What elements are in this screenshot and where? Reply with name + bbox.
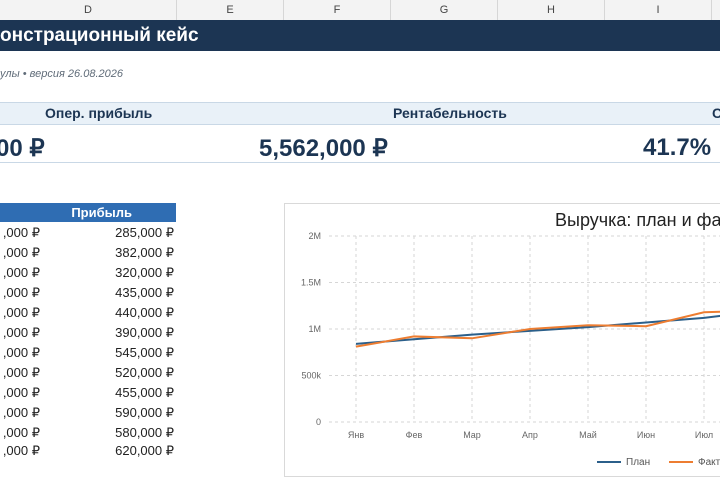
- column-header-label: E: [226, 4, 234, 16]
- revenue-chart[interactable]: Выручка: план и фа 0 500k 1M 1.5M 2M Янв Фев Ма…: [284, 203, 720, 477]
- table-row[interactable]: ,000 ₽ 320,000 ₽: [0, 263, 176, 283]
- kpi-label-operating-profit[interactable]: Опер. прибыль: [45, 105, 153, 121]
- cell-profit: 590,000 ₽: [115, 405, 174, 420]
- table-row[interactable]: ,000 ₽ 382,000 ₽: [0, 243, 176, 263]
- cell-amount: ,000 ₽: [2, 245, 40, 260]
- table-header-profit[interactable]: Прибыль: [0, 203, 176, 222]
- cell-profit: 580,000 ₽: [115, 425, 174, 440]
- cell-profit: 520,000 ₽: [115, 365, 174, 380]
- column-header-bar: D E F G H I: [0, 0, 720, 21]
- cell-profit: 440,000 ₽: [115, 305, 174, 320]
- table-row[interactable]: ,000 ₽ 390,000 ₽: [0, 323, 176, 343]
- x-tick-label: Июл: [695, 430, 713, 440]
- kpi-divider: [0, 162, 720, 163]
- table-row[interactable]: ,000 ₽ 455,000 ₽: [0, 383, 176, 403]
- series-line-plan: [355, 314, 720, 345]
- cell-amount: ,000 ₽: [2, 325, 40, 340]
- table-row[interactable]: ,000 ₽ 520,000 ₽: [0, 363, 176, 383]
- y-tick-label: 1.5M: [301, 278, 321, 288]
- column-header-e[interactable]: E: [177, 0, 284, 20]
- cell-amount: ,000 ₽: [2, 305, 40, 320]
- column-header-label: D: [84, 4, 92, 16]
- cell-profit: 620,000 ₽: [115, 443, 174, 458]
- cell-profit: 285,000 ₽: [115, 225, 174, 240]
- cell-amount: ,000 ₽: [2, 285, 40, 300]
- column-header-label: H: [547, 4, 555, 16]
- kpi-value-operating-profit[interactable]: 00 ₽: [0, 135, 45, 162]
- x-tick-label: Фев: [406, 430, 423, 440]
- kpi-label-third[interactable]: С: [712, 105, 720, 121]
- y-tick-label: 500k: [301, 371, 321, 381]
- table-row[interactable]: ,000 ₽ 285,000 ₽: [0, 223, 176, 243]
- legend-label: План: [626, 457, 650, 468]
- cell-profit: 455,000 ₽: [115, 385, 174, 400]
- table-row[interactable]: ,000 ₽ 545,000 ₽: [0, 343, 176, 363]
- table-row[interactable]: ,000 ₽ 440,000 ₽: [0, 303, 176, 323]
- title-banner[interactable]: онстрационный кейс: [0, 20, 720, 51]
- kpi-label-profitability[interactable]: Рентабельность: [393, 105, 507, 121]
- table-header-label: Прибыль: [71, 205, 132, 220]
- x-tick-label: Мар: [463, 430, 481, 440]
- cell-profit: 390,000 ₽: [115, 325, 174, 340]
- sheet-subtitle[interactable]: улы • версия 26.08.2026: [0, 68, 123, 80]
- kpi-label-row: Опер. прибыль Рентабельность С: [0, 102, 720, 125]
- x-tick-label: Июн: [637, 430, 655, 440]
- cell-profit: 545,000 ₽: [115, 345, 174, 360]
- y-tick-label: 2M: [308, 231, 321, 241]
- cell-amount: ,000 ₽: [2, 345, 40, 360]
- cell-profit: 320,000 ₽: [115, 265, 174, 280]
- x-tick-label: Апр: [522, 430, 538, 440]
- y-tick-label: 1M: [308, 324, 321, 334]
- legend-label: Факт: [698, 457, 720, 468]
- cell-amount: ,000 ₽: [2, 443, 40, 458]
- series-line-fact: [355, 310, 720, 348]
- x-tick-label: Май: [579, 430, 597, 440]
- cell-profit: 382,000 ₽: [115, 245, 174, 260]
- table-row[interactable]: ,000 ₽ 435,000 ₽: [0, 283, 176, 303]
- column-header-label: I: [656, 4, 660, 16]
- cell-amount: ,000 ₽: [2, 385, 40, 400]
- chart-plot: 0 500k 1M 1.5M 2M Янв Фев Мар Апр Май Июн Июл План Фа…: [301, 231, 720, 468]
- table-row[interactable]: ,000 ₽ 580,000 ₽: [0, 423, 176, 443]
- table-row[interactable]: ,000 ₽ 590,000 ₽: [0, 403, 176, 423]
- column-header-label: F: [333, 4, 341, 16]
- column-header-g[interactable]: G: [391, 0, 498, 20]
- chart-title: Выручка: план и фа: [555, 210, 720, 230]
- cell-amount: ,000 ₽: [2, 425, 40, 440]
- y-tick-label: 0: [316, 417, 321, 427]
- column-header-h[interactable]: H: [498, 0, 605, 20]
- x-tick-label: Янв: [348, 430, 364, 440]
- cell-amount: ,000 ₽: [2, 365, 40, 380]
- column-header-label: G: [439, 4, 449, 16]
- cell-profit: 435,000 ₽: [115, 285, 174, 300]
- kpi-value-third[interactable]: 41.7%: [643, 134, 712, 161]
- column-header-f[interactable]: F: [284, 0, 391, 20]
- table-row[interactable]: ,000 ₽ 620,000 ₽: [0, 441, 176, 461]
- cell-amount: ,000 ₽: [2, 225, 40, 240]
- column-header-i[interactable]: I: [605, 0, 712, 20]
- cell-amount: ,000 ₽: [2, 405, 40, 420]
- column-header-d[interactable]: D: [0, 0, 177, 20]
- cell-amount: ,000 ₽: [2, 265, 40, 280]
- kpi-value-profitability[interactable]: 5,562,000 ₽: [259, 135, 388, 162]
- sheet-title: онстрационный кейс: [0, 25, 199, 46]
